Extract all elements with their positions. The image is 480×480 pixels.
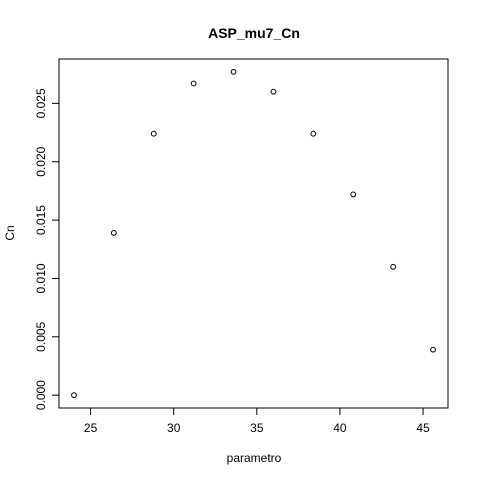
- x-tick-label: 30: [167, 421, 181, 435]
- data-point: [230, 68, 237, 75]
- data-point: [350, 191, 357, 198]
- y-tick-label: 0.005: [34, 321, 48, 351]
- data-point: [150, 130, 157, 137]
- y-tick-label: 0.025: [34, 88, 48, 118]
- data-point: [430, 346, 436, 353]
- x-axis: 25 30 35 40 45: [84, 407, 430, 435]
- x-tick-label: 25: [84, 421, 98, 435]
- x-tick-label: 35: [250, 421, 264, 435]
- y-tick-label: 0.015: [34, 205, 48, 235]
- y-tick-label: 0.000: [34, 380, 48, 410]
- data-point: [270, 88, 277, 95]
- y-tick-label: 0.010: [34, 263, 48, 293]
- data-point: [190, 80, 197, 87]
- data-point: [390, 263, 397, 270]
- data-point: [110, 230, 117, 236]
- data-point: [71, 392, 77, 399]
- chart-title: ASP_mu7_Cn: [208, 25, 300, 41]
- x-tick-label: 40: [333, 421, 347, 435]
- y-axis: 0.000 0.005 0.010 0.015 0.020 0.025: [34, 88, 60, 410]
- data-point: [310, 130, 317, 137]
- y-tick-label: 0.020: [34, 146, 48, 176]
- data-points: [71, 68, 436, 399]
- x-axis-label: parametro: [227, 451, 282, 465]
- x-tick-label: 45: [416, 421, 430, 435]
- y-axis-label: Cn: [3, 225, 17, 240]
